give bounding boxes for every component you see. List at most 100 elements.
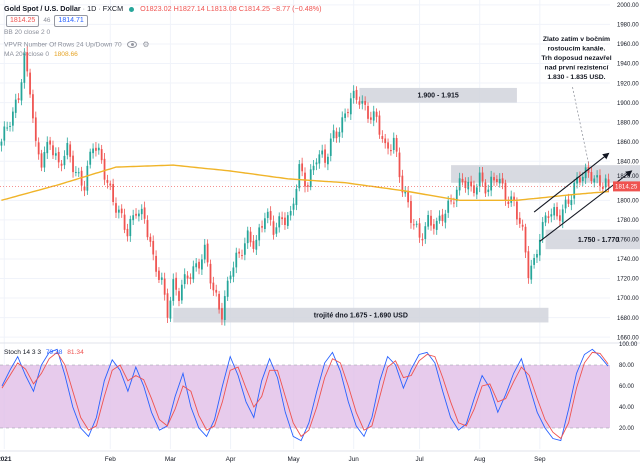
candle-body <box>155 255 157 272</box>
candle <box>221 302 223 326</box>
candle-body <box>435 220 438 230</box>
price-axis-tick: 1760.00 <box>617 238 639 244</box>
candle <box>392 132 395 154</box>
candle-body <box>458 178 461 191</box>
candle-body <box>66 143 69 156</box>
candle-body <box>455 189 458 202</box>
candle <box>63 150 66 170</box>
candle <box>175 272 178 296</box>
candle-body <box>432 224 435 229</box>
candle <box>444 209 447 229</box>
candle <box>352 85 355 104</box>
candle-body <box>120 208 123 214</box>
candle-body <box>484 182 487 194</box>
stoch-band <box>0 365 610 428</box>
time-axis-tick: May <box>288 456 301 463</box>
candle-body <box>46 141 49 154</box>
candle-body <box>72 155 74 173</box>
bb-label: BB 20 close 2 0 <box>4 29 51 36</box>
candle <box>447 196 450 218</box>
candle <box>332 124 335 142</box>
candle-body <box>547 216 550 218</box>
gear-icon[interactable]: ⚙ <box>142 40 150 49</box>
candle <box>361 95 364 110</box>
candle-body <box>0 141 3 146</box>
stoch-k-value: 79.38 <box>45 349 63 356</box>
candle-body <box>14 99 17 113</box>
candle-body <box>444 213 447 223</box>
candle <box>54 147 57 160</box>
candle <box>435 217 438 235</box>
candle <box>160 272 163 285</box>
candle <box>238 248 241 258</box>
candle-body <box>11 111 14 126</box>
time-axis-tick: Jul <box>415 456 423 463</box>
candle-body <box>189 277 192 279</box>
candle-body <box>32 94 34 119</box>
candle-body <box>226 280 229 297</box>
candle <box>367 102 369 123</box>
candle <box>490 170 493 197</box>
support-resistance-zone <box>359 87 517 103</box>
candle <box>86 160 89 195</box>
stoch-legend[interactable]: Stoch 14 3 3 79.38 81.34 <box>4 349 84 356</box>
bb-indicator-legend[interactable]: BB 20 close 2 0 <box>4 29 50 36</box>
candle-body <box>327 156 329 165</box>
candle-body <box>453 202 455 204</box>
vpvr-indicator-legend[interactable]: VPVR Number Of Rows 24 Up/Down 70 ⚙ <box>4 40 150 49</box>
candle <box>264 212 266 233</box>
interval-label[interactable]: 1D <box>87 4 97 14</box>
candle-body <box>401 175 404 193</box>
candle <box>478 166 481 193</box>
candle-body <box>172 279 175 301</box>
candle <box>95 142 97 157</box>
candle-body <box>238 251 241 254</box>
candle-body <box>576 176 578 184</box>
candle <box>180 279 183 304</box>
candle-body <box>146 220 149 238</box>
candle <box>576 172 578 189</box>
candle-body <box>358 101 361 105</box>
candle-body <box>381 136 384 139</box>
annotation-pointer <box>572 86 589 164</box>
candle-body <box>524 226 527 253</box>
candle-body <box>541 222 544 239</box>
candle-body <box>261 226 263 228</box>
candle-body <box>140 208 143 215</box>
candle-body <box>378 115 381 135</box>
candle <box>430 209 432 231</box>
candle <box>158 267 160 284</box>
candle-body <box>561 209 564 223</box>
candle <box>172 273 175 306</box>
candle <box>292 197 295 216</box>
candle-body <box>26 52 29 72</box>
candle-body <box>544 215 547 223</box>
candle <box>66 137 69 160</box>
candle-body <box>584 167 587 179</box>
candle <box>284 212 286 230</box>
candle <box>432 219 435 235</box>
candle <box>458 172 461 196</box>
candle-body <box>178 291 180 301</box>
buy-price-button[interactable]: 1814.71 <box>54 15 88 28</box>
stoch-axis-tick: 100.00 <box>619 342 638 348</box>
candle-body <box>581 176 584 182</box>
candle <box>564 196 567 214</box>
support-resistance-zone <box>545 229 640 250</box>
vpvr-label: VPVR Number Of Rows 24 Up/Down 70 <box>4 41 122 49</box>
sell-price-button[interactable]: 1814.25 <box>6 15 40 28</box>
candle-body <box>192 266 195 280</box>
ma-indicator-legend[interactable]: MA 200 close 0 1808.66 <box>4 51 78 58</box>
candle-body <box>60 163 63 166</box>
annotation-text-line: Zlato zatím v bočním <box>543 36 610 43</box>
candle <box>518 212 521 228</box>
stoch-axis-tick: 20.00 <box>619 426 635 432</box>
eye-icon[interactable] <box>127 41 138 48</box>
status-dot <box>129 6 135 12</box>
candle-body <box>490 176 493 191</box>
symbol-title[interactable]: Gold Spot / U.S. Dollar <box>4 4 81 14</box>
candle-body <box>218 293 220 310</box>
candle-body <box>57 151 60 163</box>
candle <box>9 121 11 132</box>
